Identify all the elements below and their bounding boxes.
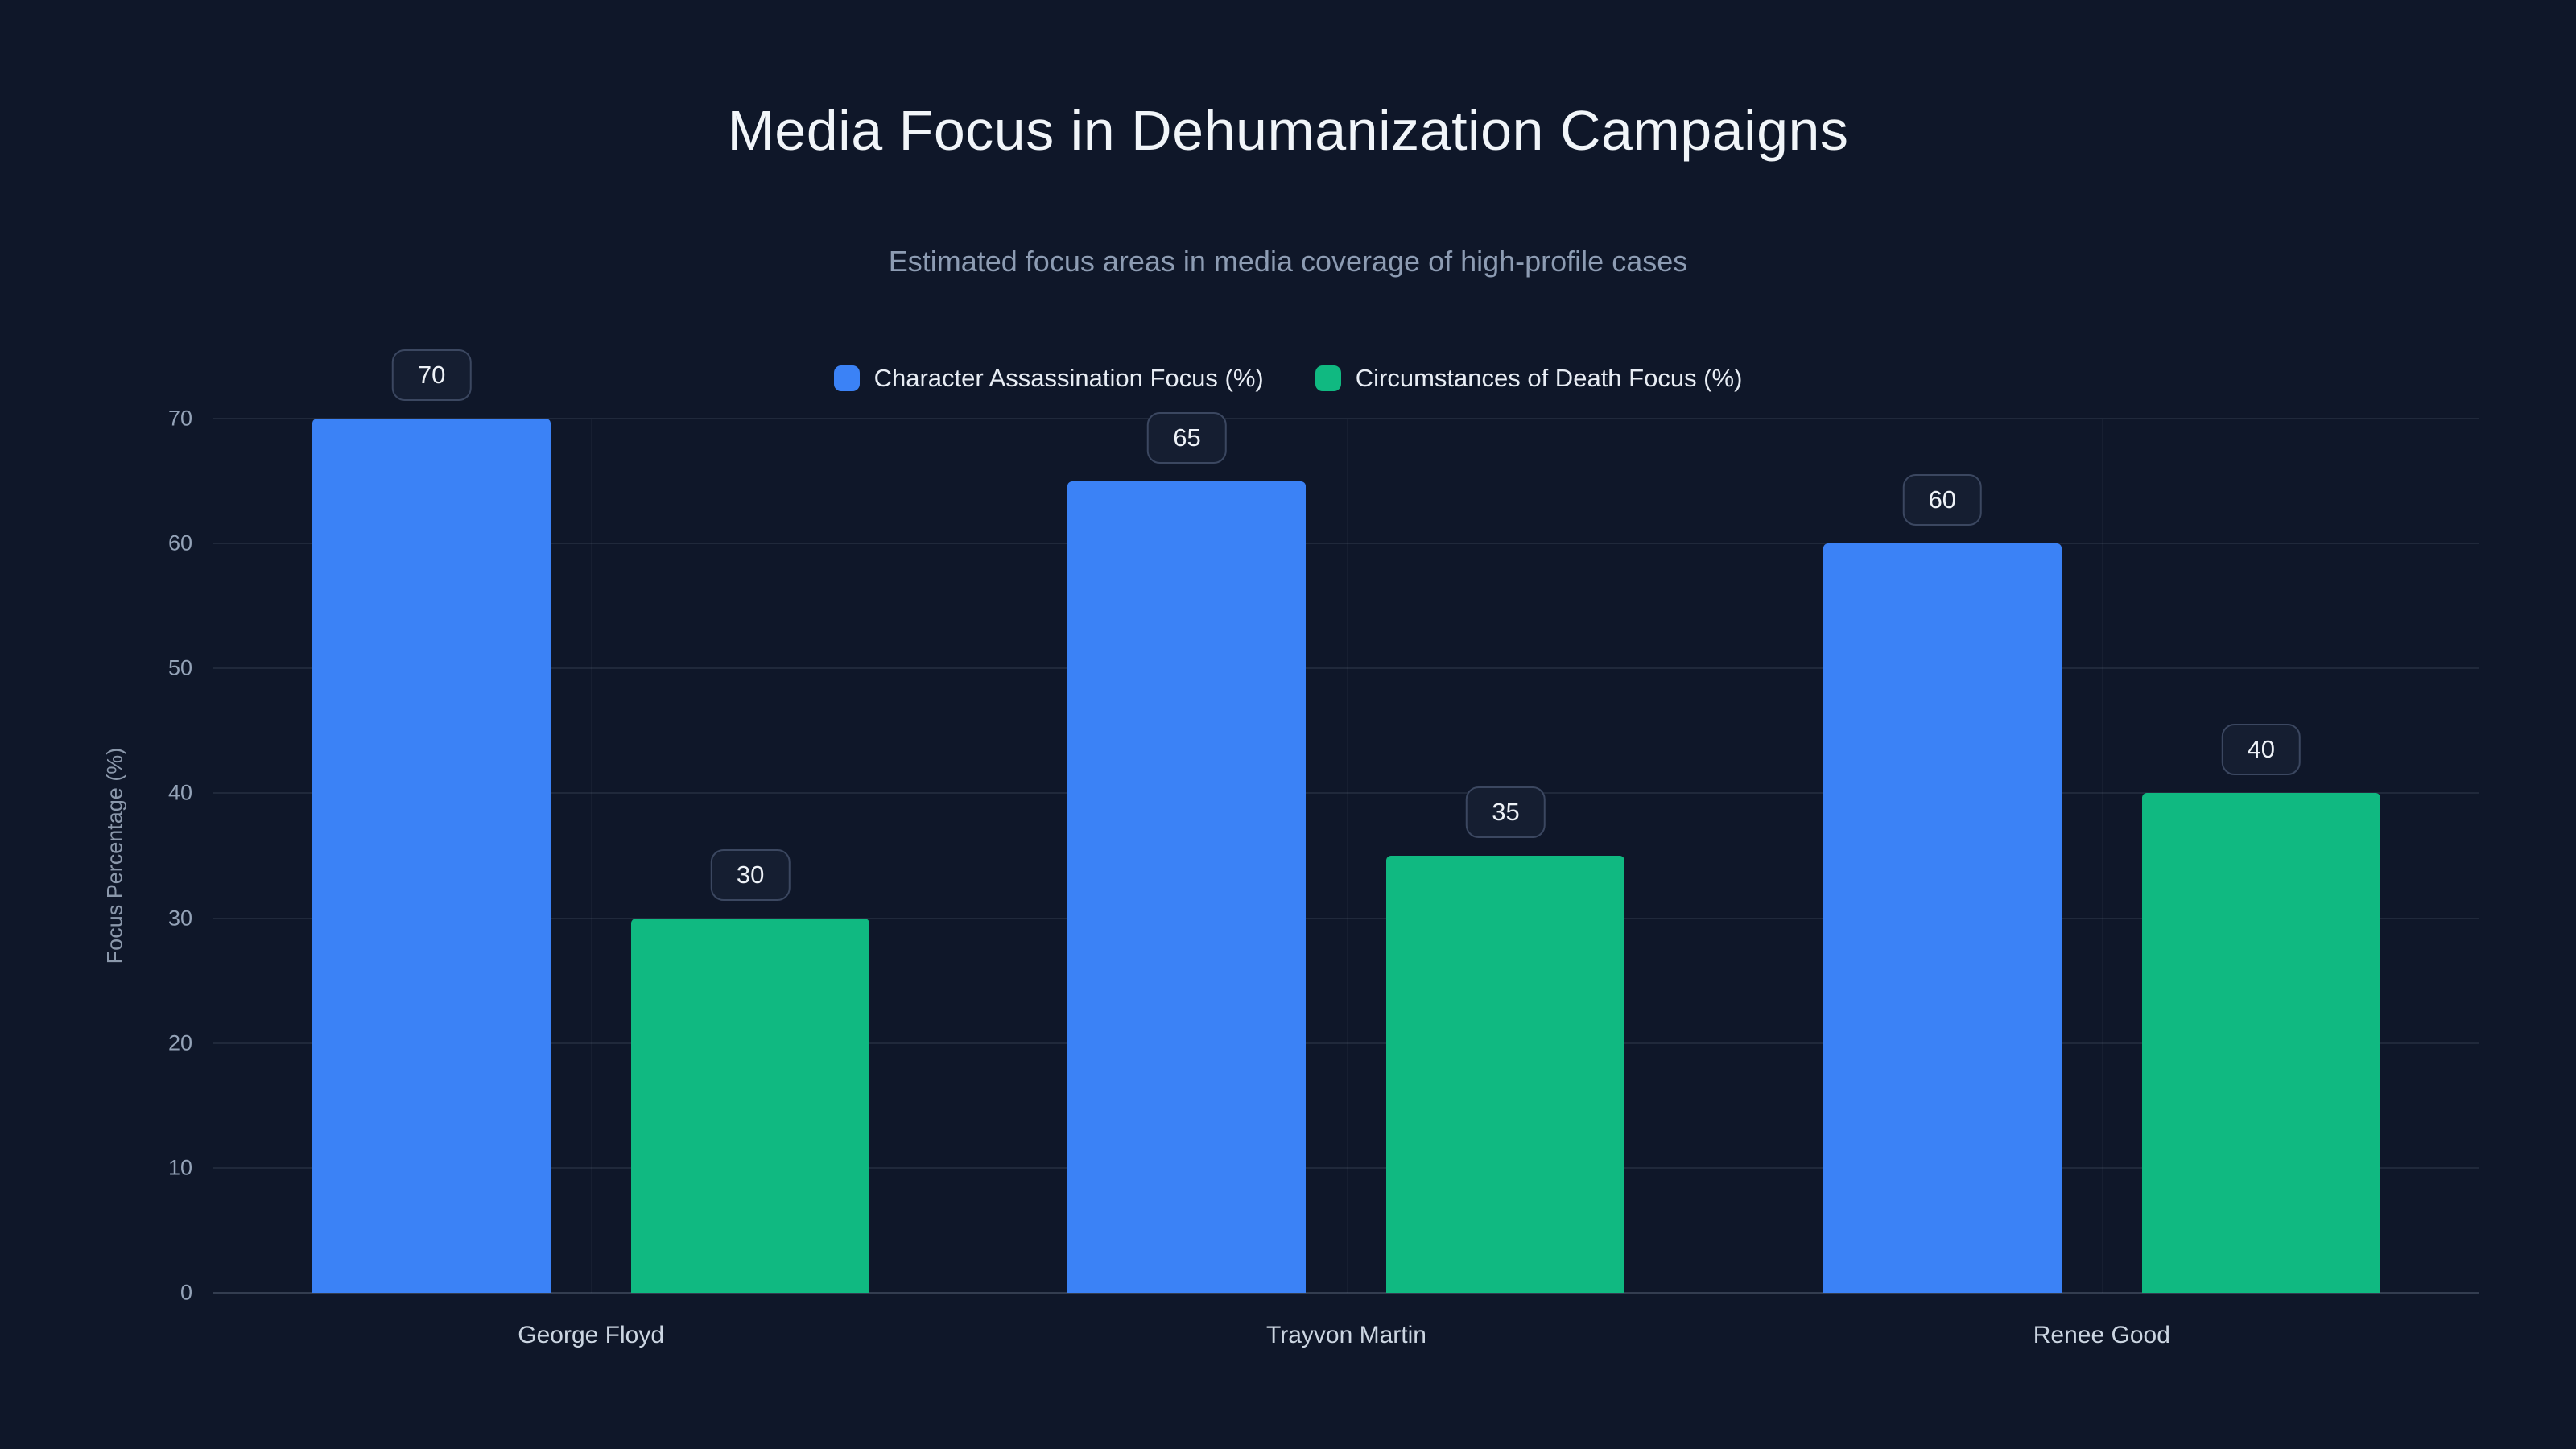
value-label: 60 <box>1902 474 1983 526</box>
chart-title: Media Focus in Dehumanization Campaigns <box>727 99 1849 162</box>
bar-character-assassination[interactable]: 70 <box>312 349 551 1293</box>
bars-row: 70 30 65 35 60 40 <box>213 349 2479 1293</box>
bar-group: 60 40 <box>1724 419 2479 1293</box>
x-category-label: George Floyd <box>518 1322 665 1348</box>
vertical-gridline <box>591 419 593 1293</box>
value-label: 70 <box>391 349 472 401</box>
value-label: 35 <box>1466 786 1546 838</box>
plot-area: 0 10 20 30 40 50 60 70 70 30 65 35 60 40 <box>168 349 2479 1305</box>
y-axis-title: Focus Percentage (%) <box>102 747 127 964</box>
value-label: 65 <box>1147 411 1227 464</box>
bar-circumstances-of-death[interactable]: 35 <box>1386 786 1625 1293</box>
gridline <box>213 1292 2479 1294</box>
gridline <box>213 917 2479 919</box>
legend: Character Assassination Focus (%) Circums… <box>0 364 2576 393</box>
value-label: 30 <box>710 848 791 901</box>
legend-item[interactable]: Character Assassination Focus (%) <box>833 364 1264 393</box>
bar-group: 70 30 <box>213 349 968 1293</box>
gridline <box>213 667 2479 670</box>
legend-swatch-icon <box>1315 365 1341 391</box>
y-tick-label: 10 <box>167 1155 192 1180</box>
legend-label: Character Assassination Focus (%) <box>873 364 1264 392</box>
legend-label: Circumstances of Death Focus (%) <box>1355 364 1743 392</box>
gridline <box>213 1042 2479 1044</box>
y-tick-label: 40 <box>167 780 192 805</box>
y-tick-label: 0 <box>180 1280 192 1305</box>
y-tick-label: 70 <box>167 406 192 431</box>
vertical-gridline <box>1346 419 1348 1293</box>
vertical-gridline <box>2101 419 2103 1293</box>
bar-character-assassination[interactable]: 60 <box>1823 474 2062 1293</box>
y-tick-label: 60 <box>167 530 192 555</box>
bar-group: 65 35 <box>968 411 1724 1293</box>
x-category-label: Renee Good <box>2033 1322 2170 1348</box>
x-axis-labels: George Floyd Trayvon Martin Renee Good <box>213 1322 2479 1349</box>
value-label: 40 <box>2221 724 2301 776</box>
bar-circumstances-of-death[interactable]: 30 <box>631 848 870 1293</box>
bar-circumstances-of-death[interactable]: 40 <box>2141 724 2380 1293</box>
gridline <box>213 1166 2479 1169</box>
gridline <box>213 418 2479 419</box>
chart-subtitle: Estimated focus areas in media coverage … <box>888 245 1688 278</box>
y-tick-label: 30 <box>167 906 192 931</box>
legend-item[interactable]: Circumstances of Death Focus (%) <box>1315 364 1743 393</box>
y-tick-label: 50 <box>167 655 192 680</box>
gridline <box>213 543 2479 545</box>
bar-character-assassination[interactable]: 65 <box>1067 411 1307 1293</box>
gridline <box>213 792 2479 795</box>
y-tick-label: 20 <box>167 1030 192 1055</box>
x-category-label: Trayvon Martin <box>1266 1322 1426 1348</box>
legend-swatch-icon <box>833 365 860 391</box>
